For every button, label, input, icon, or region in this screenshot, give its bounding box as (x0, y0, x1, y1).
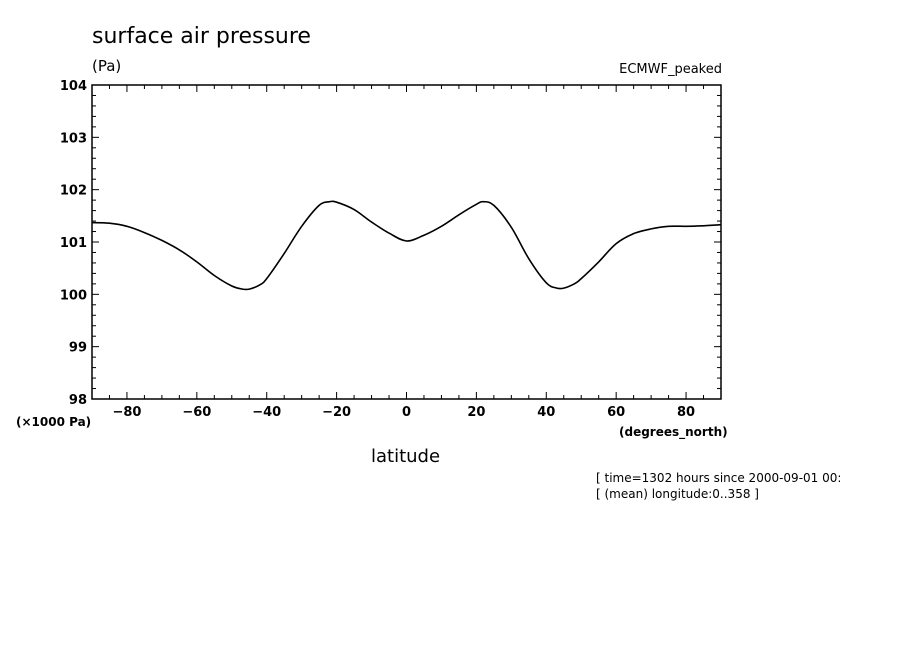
y-axis-scale-note: (×1000 Pa) (16, 415, 92, 429)
info-time: [ time=1302 hours since 2000-09-01 00: (596, 471, 842, 485)
dataset-label: ECMWF_peaked (619, 62, 722, 77)
y-tick-label: 104 (60, 79, 87, 94)
x-tick-label: −20 (322, 405, 351, 420)
y-tick-label: 100 (60, 288, 87, 303)
x-axis-label: latitude (371, 446, 441, 467)
chart-title: surface air pressure (92, 24, 311, 49)
y-tick-label: 103 (60, 131, 87, 146)
plot-frame (91, 84, 722, 400)
y-axis-units: (Pa) (92, 57, 122, 75)
x-axis-units: (degrees_north) (619, 425, 728, 439)
x-tick-label: −80 (112, 405, 141, 420)
x-tick-label: 20 (467, 405, 485, 420)
x-tick-label: −60 (182, 405, 211, 420)
y-tick-label: 98 (69, 393, 87, 408)
y-tick-label: 102 (60, 184, 87, 199)
y-tick-label: 99 (69, 341, 87, 356)
y-tick-label: 101 (60, 236, 87, 251)
x-tick-label: 40 (537, 405, 555, 420)
x-tick-label: 80 (677, 405, 695, 420)
x-tick-label: 60 (607, 405, 625, 420)
series-line (91, 200, 722, 291)
x-tick-label: 0 (402, 405, 411, 420)
info-longitude: [ (mean) longitude:0..358 ] (596, 487, 759, 501)
x-tick-label: −40 (252, 405, 281, 420)
